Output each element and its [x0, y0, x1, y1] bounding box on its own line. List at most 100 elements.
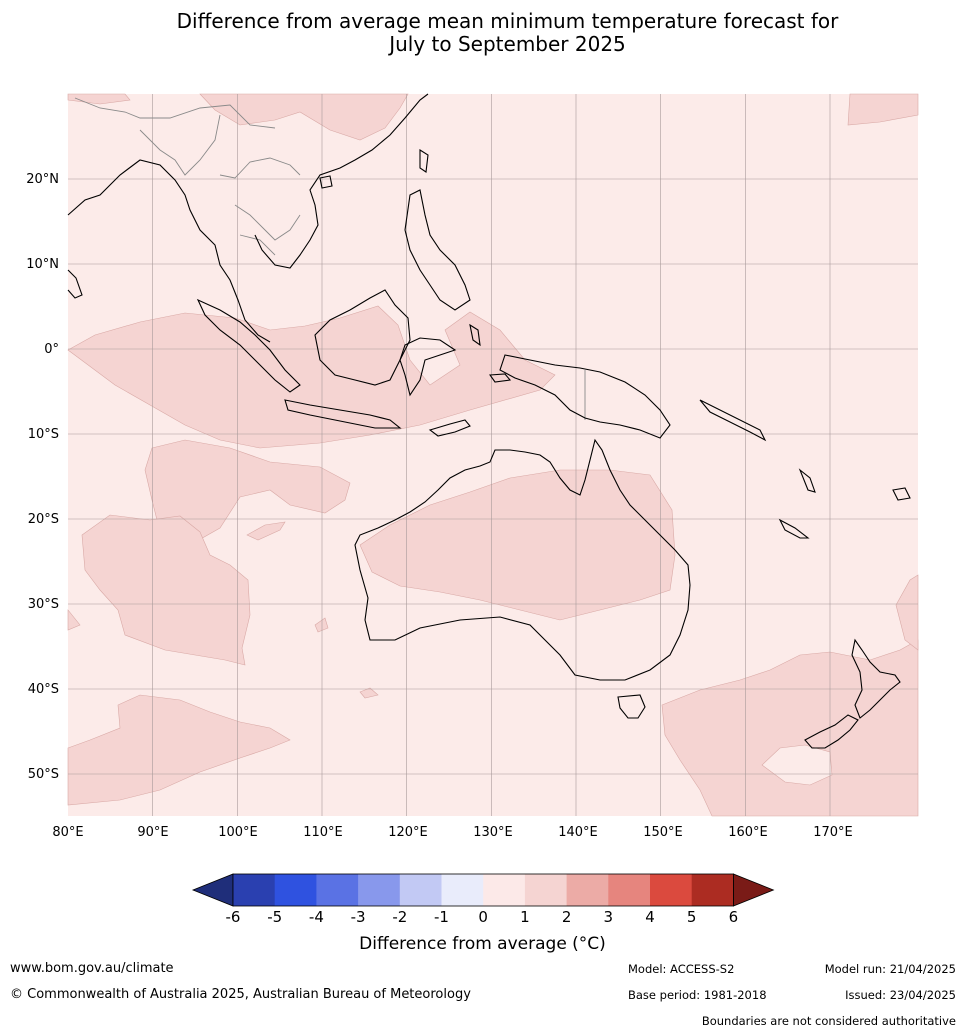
lat-label-50s: 50°S: [28, 767, 59, 782]
colorbar-segment: [274, 874, 317, 906]
colorbar-segment: [441, 874, 484, 906]
colorbar-segment: [524, 874, 567, 906]
coast-borneo: [314, 289, 411, 386]
coast-new-guinea: [499, 354, 671, 439]
colorbar-segment: [608, 874, 651, 906]
region-southwest-indian: [81, 514, 251, 666]
coast-vanuatu: [798, 468, 816, 493]
colorbar-segment: [399, 874, 442, 906]
coast-philippines: [404, 189, 471, 311]
colorbar-tick-label: 6: [729, 908, 739, 926]
lat-label-10n: 10°N: [26, 257, 59, 272]
colorbar-tick-label: -4: [309, 908, 324, 926]
colorbar-tick-label: 4: [645, 908, 655, 926]
lat-label-20n: 20°N: [26, 172, 59, 187]
colorbar-segment: [316, 874, 359, 906]
colorbar-frame: [232, 873, 734, 907]
colorbar-tick-label: 2: [562, 908, 572, 926]
anomaly-regions: [67, 93, 919, 817]
lon-label-120e: 120°E: [388, 825, 428, 840]
footer-model-run: Model run: 21/04/2025: [824, 962, 956, 976]
footer-website: www.bom.gov.au/climate: [10, 961, 174, 976]
title-line-1: Difference from average mean minimum tem…: [176, 9, 839, 33]
colorbar-label: Difference from average (°C): [359, 934, 606, 954]
lon-label-160e: 160°E: [728, 825, 768, 840]
region-australia: [359, 469, 676, 621]
lat-label-40s: 40°S: [28, 682, 59, 697]
region-tasman-cutout: [761, 744, 833, 786]
coast-seram: [488, 373, 512, 383]
colorbar-tick-label: 5: [687, 908, 697, 926]
footer-base-period: Base period: 1981-2018: [628, 988, 767, 1002]
coast-nz-south: [804, 714, 859, 749]
region-north-asia: [199, 93, 409, 141]
coast-sumatra: [196, 298, 301, 393]
lat-label-0: 0°: [44, 342, 59, 357]
colorbar-segment: [233, 874, 276, 906]
lon-label-170e: 170°E: [813, 825, 853, 840]
region-northeast-corner: [847, 93, 919, 126]
lat-label-30s: 30°S: [28, 597, 59, 612]
colorbar-tick-label: -6: [226, 908, 241, 926]
colorbar-tick-label: -3: [351, 908, 366, 926]
lon-label-90e: 90°E: [137, 825, 168, 840]
coastlines: [67, 93, 911, 749]
coast-solomons: [699, 399, 767, 442]
colorbar-segment: [566, 874, 609, 906]
region-indian-ocean-maritime: [67, 305, 556, 449]
coast-india-west: [67, 269, 83, 299]
footer-issued: Issued: 23/04/2025: [845, 988, 956, 1002]
footer-disclaimer: Boundaries are not considered authoritat…: [701, 1014, 956, 1028]
coast-new-caledonia: [778, 518, 810, 539]
lon-label-150e: 150°E: [643, 825, 683, 840]
region-pacific-small-2: [314, 617, 329, 633]
coast-halmahera: [469, 323, 481, 347]
coast-tasmania: [617, 694, 646, 719]
lat-label-10s: 10°S: [28, 427, 59, 442]
graticule: [68, 94, 918, 816]
lon-label-80e: 80°E: [52, 825, 83, 840]
colorbar-tick-label: 3: [604, 908, 614, 926]
footer-model: Model: ACCESS-S2: [628, 962, 735, 976]
colorbar-segment: [691, 874, 734, 906]
lat-label-20s: 20°S: [28, 512, 59, 527]
region-pacific-small-1: [246, 521, 286, 541]
colorbar-segment: [483, 874, 526, 906]
region-east-edge: [895, 574, 919, 651]
coast-fiji: [892, 487, 911, 501]
region-southern-ocean: [67, 694, 291, 806]
coast-java: [284, 399, 402, 429]
coast-nz-north: [851, 638, 901, 719]
colorbar-extend-high: [733, 873, 775, 907]
map-title: Difference from average mean minimum tem…: [0, 10, 965, 56]
coast-sulawesi: [399, 337, 457, 397]
lon-label-110e: 110°E: [303, 825, 343, 840]
title-line-2: July to September 2025: [389, 32, 626, 56]
colorbar-segment: [650, 874, 693, 906]
coast-hainan: [319, 175, 333, 189]
lon-label-130e: 130°E: [473, 825, 513, 840]
coast-asia: [67, 93, 429, 343]
region-pacific-small-3: [359, 687, 379, 699]
lon-label-140e: 140°E: [558, 825, 598, 840]
coast-taiwan: [419, 149, 429, 173]
colorbar-tick-label: 1: [520, 908, 530, 926]
colorbar-tick-label: 0: [478, 908, 488, 926]
colorbar-tick-label: -1: [434, 908, 449, 926]
coast-australia: [354, 438, 691, 681]
colorbar-segment: [358, 874, 401, 906]
footer-copyright: © Commonwealth of Australia 2025, Austra…: [10, 987, 471, 1002]
lon-labels: 80°E 90°E 100°E 110°E 120°E 130°E 140°E …: [52, 825, 852, 840]
lat-labels: 20°N 10°N 0° 10°S 20°S 30°S 40°S 50°S: [26, 172, 59, 782]
country-borders: [74, 97, 586, 420]
colorbar-tick-label: -5: [267, 908, 282, 926]
region-tasman-south: [661, 639, 919, 817]
colorbar-extend-low: [191, 873, 234, 907]
lon-label-100e: 100°E: [218, 825, 258, 840]
region-western-indian: [67, 609, 81, 631]
colorbar-tick-labels: -6 -5 -4 -3 -2 -1 0 1 2 3 4 5 6: [226, 908, 739, 926]
coast-timor: [428, 419, 471, 437]
colorbar: [191, 873, 775, 907]
colorbar-tick-label: -2: [392, 908, 407, 926]
